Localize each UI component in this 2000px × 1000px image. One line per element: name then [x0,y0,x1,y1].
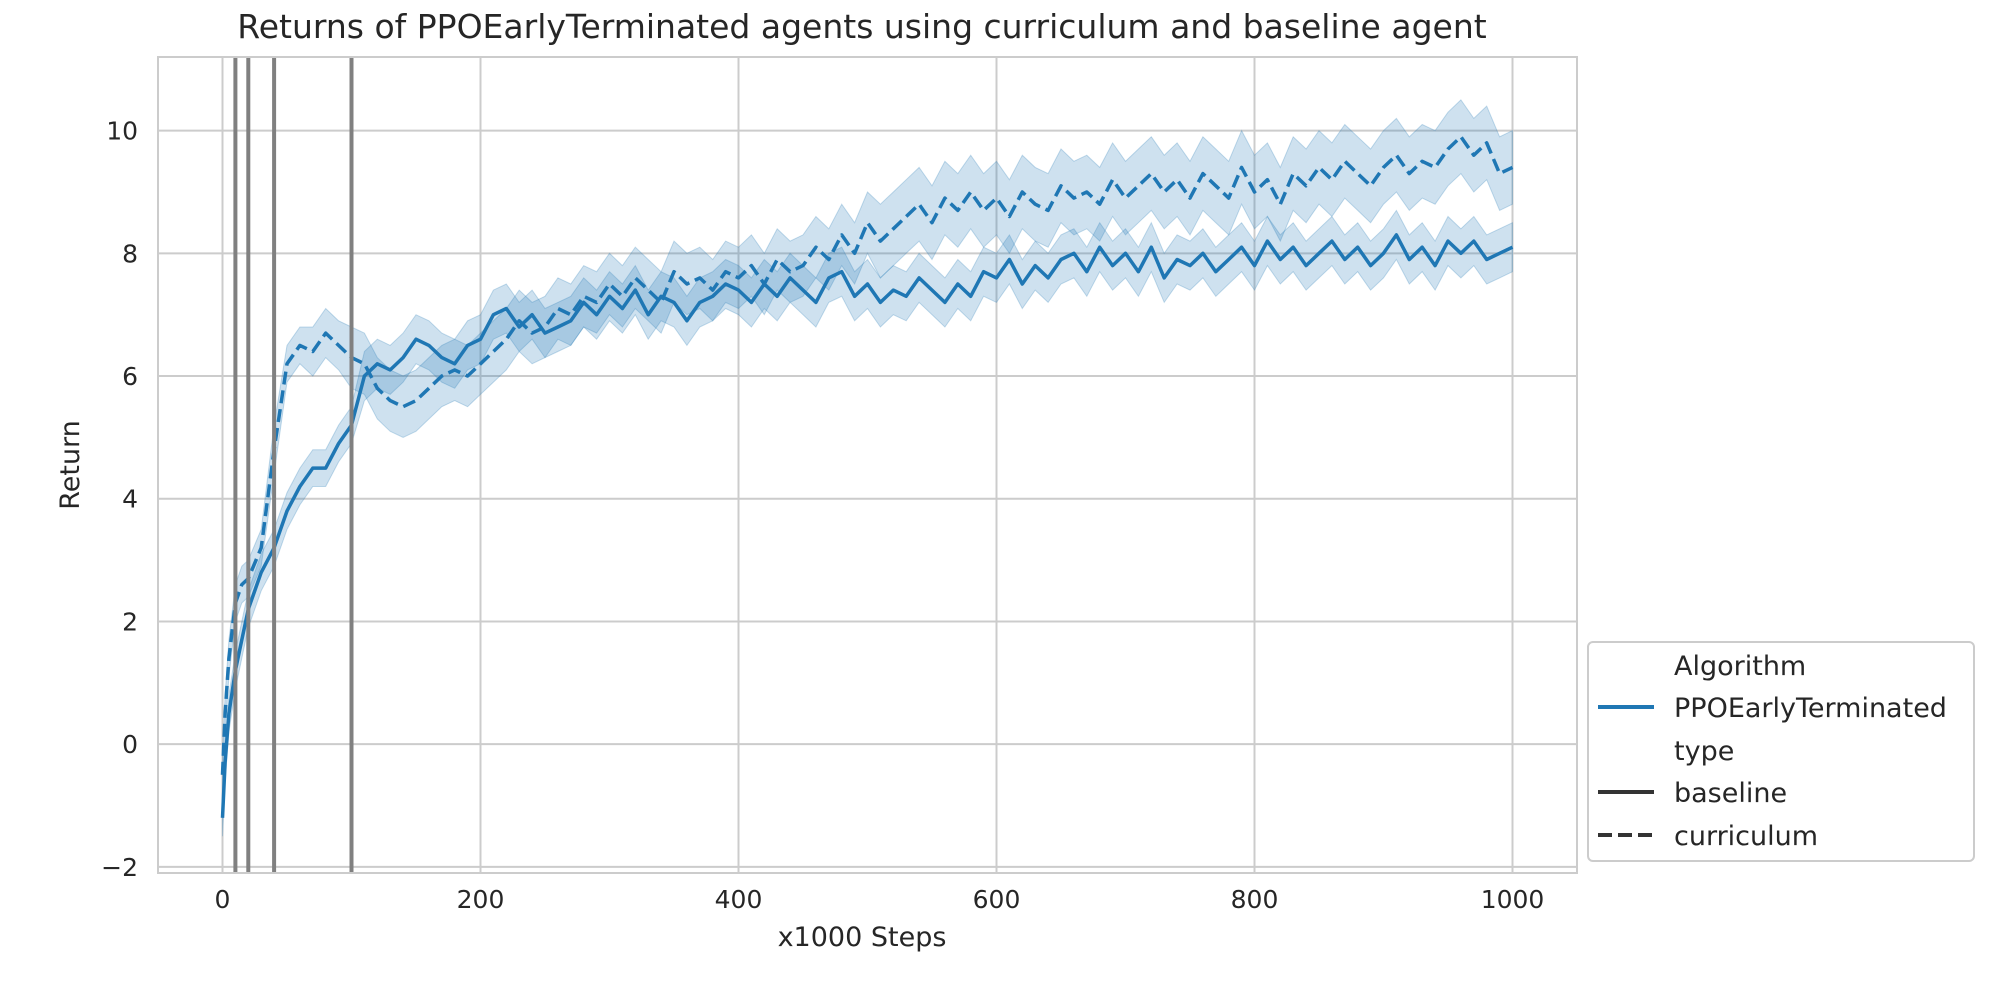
y-tick-labels: −2 0 2 4 6 8 10 [101,117,138,882]
y-tick-label: 6 [122,362,138,391]
baseline-confidence-band [222,209,1513,837]
x-tick-label: 1000 [1481,885,1545,914]
y-tick-label: 4 [122,485,138,514]
legend-header-algorithm: Algorithm [1674,651,1806,682]
x-axis-label: x1000 Steps [778,922,947,953]
curriculum-confidence-band [222,99,1513,794]
curriculum-line [220,135,1514,775]
y-tick-label: 8 [122,239,138,268]
baseline-line [220,233,1514,818]
legend-label-baseline: baseline [1674,778,1787,809]
y-axis-label: Return [55,420,86,510]
chart-title: Returns of PPOEarlyTerminated agents usi… [237,7,1486,46]
x-tick-label: 400 [715,885,763,914]
plot-area [157,56,1578,874]
legend-box [1587,641,1975,862]
grid-lines [158,57,1577,873]
series-lines [220,135,1514,818]
y-tick-label: 2 [122,607,138,636]
legend-label-algorithm: PPOEarlyTerminated [1674,693,1947,724]
legend: Algorithm PPOEarlyTerminated type baseli… [1587,641,1975,862]
legend-header-type: type [1674,736,1734,767]
x-tick-labels: 0 200 400 600 800 1000 [215,885,1545,914]
legend-label-curriculum: curriculum [1674,821,1818,852]
confidence-bands [222,99,1513,837]
x-tick-label: 800 [1231,885,1279,914]
y-tick-label: 0 [122,730,138,759]
x-tick-label: 200 [457,885,505,914]
y-tick-label: −2 [101,853,138,882]
y-tick-label: 10 [106,117,138,146]
x-tick-label: 600 [973,885,1021,914]
x-tick-label: 0 [215,885,231,914]
curriculum-stage-lines [233,57,354,873]
plot-frame [157,56,1578,874]
